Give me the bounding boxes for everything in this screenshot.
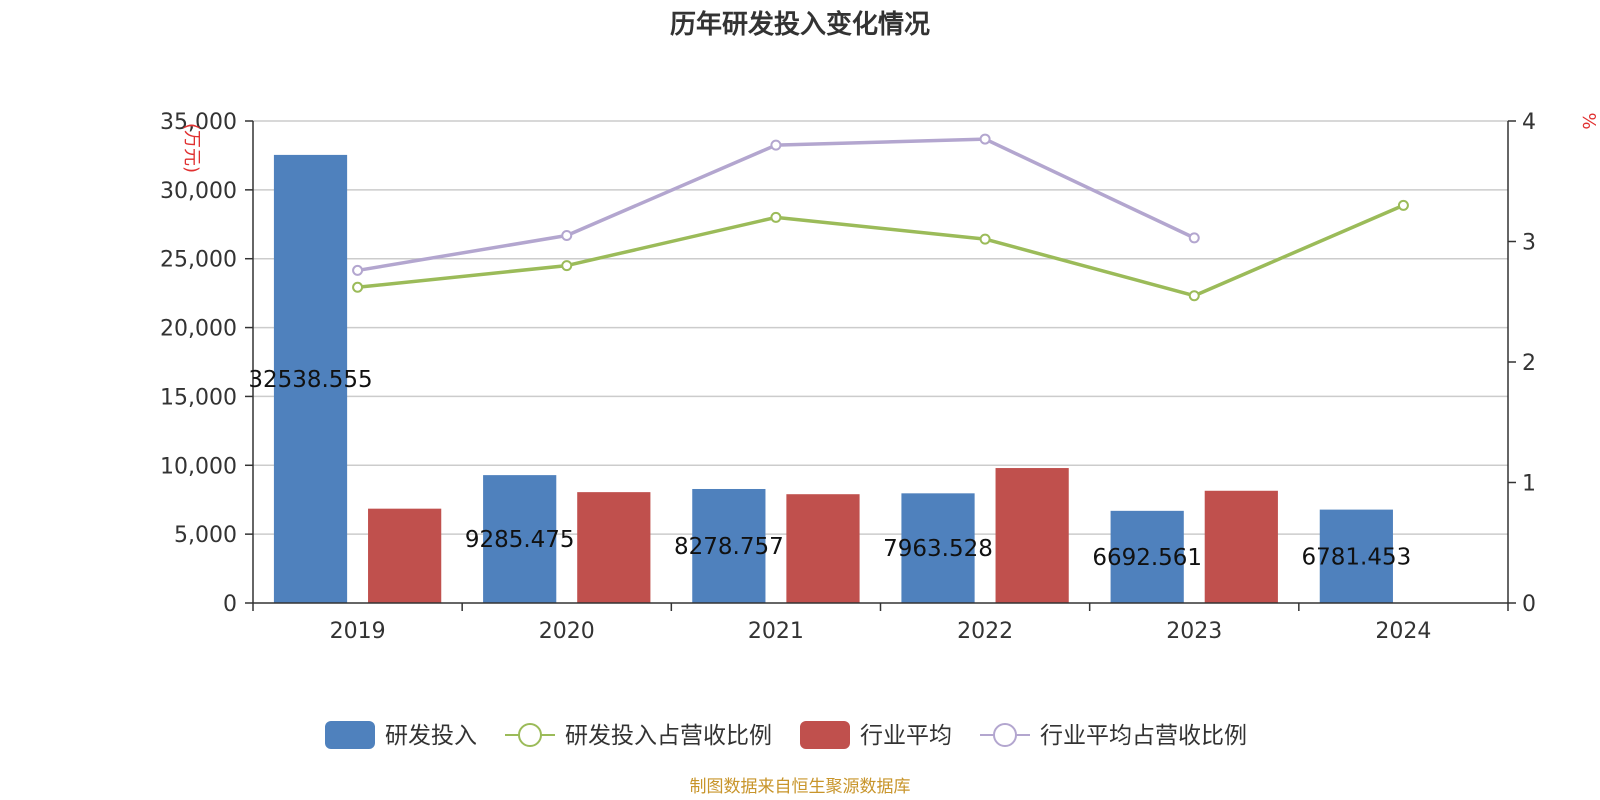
right-tick-label: 1 — [1522, 472, 1536, 497]
line-rd-ratio-point — [979, 233, 991, 245]
bar-industry-average — [577, 492, 651, 603]
legend-swatch-0 — [325, 721, 375, 749]
chart-title: 历年研发投入变化情况 — [670, 9, 930, 40]
legend-marker-3 — [993, 723, 1017, 747]
right-tick-label: 0 — [1522, 592, 1536, 617]
x-tick-label: 2022 — [957, 619, 1013, 644]
line-industry-ratio — [357, 137, 1195, 273]
right-tick-label: 3 — [1522, 231, 1536, 256]
line-industry-ratio-point — [770, 139, 782, 151]
bar-value-label: 8278.757 — [674, 534, 784, 560]
bars — [273, 154, 1393, 603]
right-axis-unit: % — [1578, 112, 1599, 129]
bar-industry-average — [1204, 490, 1278, 603]
bar-value-label: 6781.453 — [1301, 544, 1411, 570]
line-rd-ratio-point — [1397, 199, 1409, 211]
line-industry-ratio-point — [352, 264, 364, 276]
bar-rd-investment — [1319, 509, 1393, 603]
x-tick-label: 2019 — [330, 619, 386, 644]
axes: 0 5,000 10,000 15,000 20,000 25,000 30,000 35,0… — [160, 110, 1536, 644]
bar-industry-average — [786, 494, 860, 603]
left-tick-label: 0 — [223, 592, 237, 617]
line-industry-ratio-point — [979, 133, 991, 145]
legend-marker-1 — [518, 723, 542, 747]
x-tick-label: 2021 — [748, 619, 804, 644]
legend-label: 研发投入 — [385, 723, 477, 749]
bar-value-label: 7963.528 — [883, 536, 993, 562]
bar-industry-average — [995, 468, 1069, 603]
left-tick-label: 10,000 — [160, 454, 237, 479]
line-rd-ratio — [357, 203, 1405, 298]
line-rd-ratio-point — [770, 211, 782, 223]
x-tick-label: 2020 — [539, 619, 595, 644]
source-note: 制图数据来自恒生聚源数据库 — [690, 777, 911, 797]
left-tick-label: 25,000 — [160, 248, 237, 273]
bar-value-label: 9285.475 — [465, 527, 575, 553]
left-tick-label: 15,000 — [160, 385, 237, 410]
legend: 研发投入 研发投入占营收比例 行业平均 行业平均占营收比例 — [325, 721, 1247, 749]
left-axis-unit: (万元) — [181, 123, 202, 173]
left-tick-label: 35,000 — [160, 110, 237, 135]
x-tick-label: 2024 — [1375, 619, 1431, 644]
bar-value-label: 32538.555 — [248, 367, 372, 393]
bar-rd-investment — [273, 154, 348, 603]
legend-label: 行业平均 — [860, 723, 952, 749]
data-labels: 32538.555 9285.475 8278.757 7963.528 6692.56… — [248, 367, 1411, 571]
line-rd-ratio-point — [1188, 290, 1200, 302]
bar-value-label: 6692.561 — [1092, 545, 1202, 571]
series-lines — [352, 133, 1409, 302]
line-industry-ratio-point — [561, 229, 573, 241]
right-tick-label: 2 — [1522, 351, 1536, 376]
right-tick-label: 4 — [1522, 110, 1536, 135]
legend-label: 研发投入占营收比例 — [565, 723, 772, 749]
bar-rd-investment — [483, 475, 557, 603]
left-tick-label: 20,000 — [160, 317, 237, 342]
line-rd-ratio-point — [352, 281, 364, 293]
bar-rd-investment — [1110, 510, 1184, 603]
left-tick-label: 5,000 — [174, 523, 237, 548]
line-industry-ratio-point — [1188, 232, 1200, 244]
x-tick-label: 2023 — [1166, 619, 1222, 644]
left-tick-label: 30,000 — [160, 179, 237, 204]
bar-rd-investment — [692, 488, 766, 603]
grid-lines — [253, 120, 1508, 535]
bar-rd-investment — [901, 493, 975, 603]
legend-swatch-2 — [800, 721, 850, 749]
bar-industry-average — [368, 508, 442, 603]
legend-label: 行业平均占营收比例 — [1040, 723, 1247, 749]
line-rd-ratio-point — [561, 260, 573, 272]
